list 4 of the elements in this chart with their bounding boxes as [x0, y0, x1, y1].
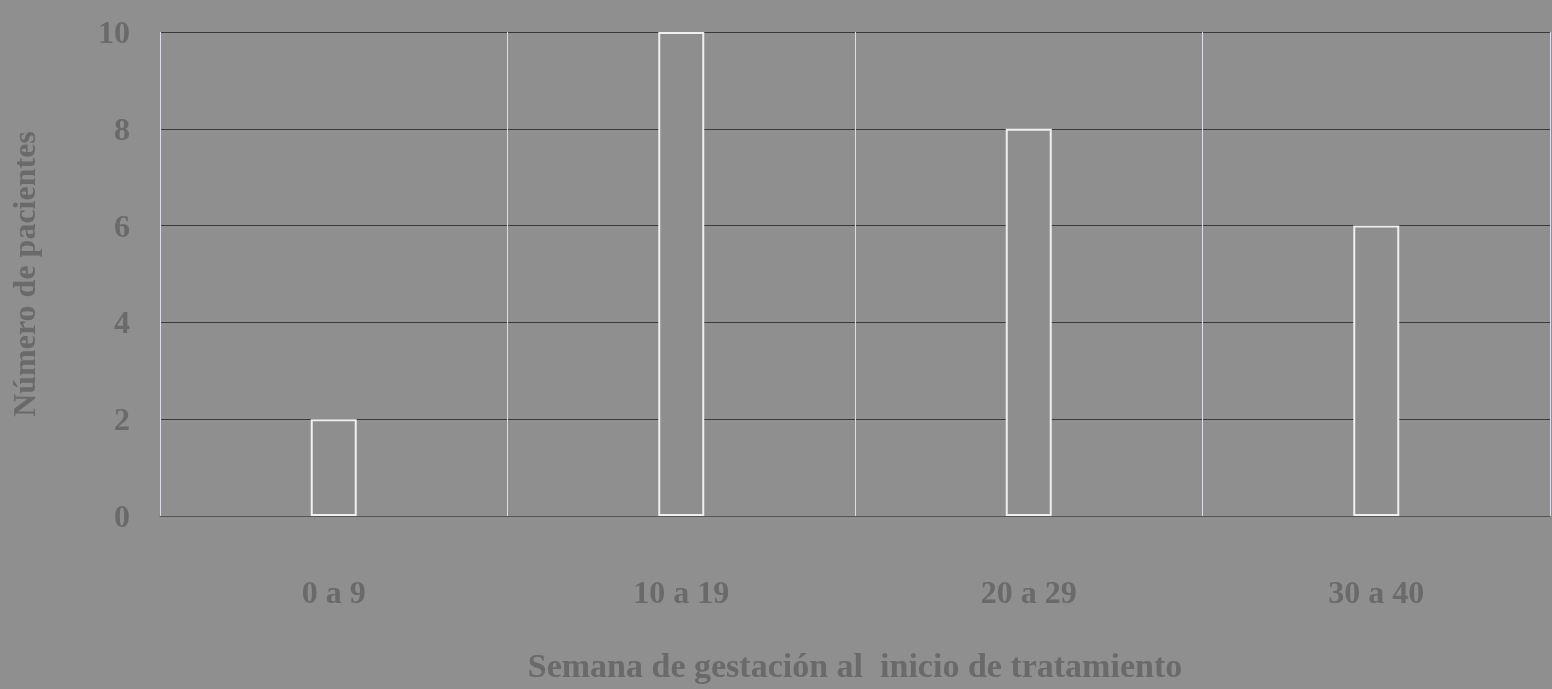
bar: [1353, 225, 1400, 516]
bar: [310, 419, 357, 516]
bar: [658, 32, 705, 516]
bar: [1005, 128, 1052, 516]
